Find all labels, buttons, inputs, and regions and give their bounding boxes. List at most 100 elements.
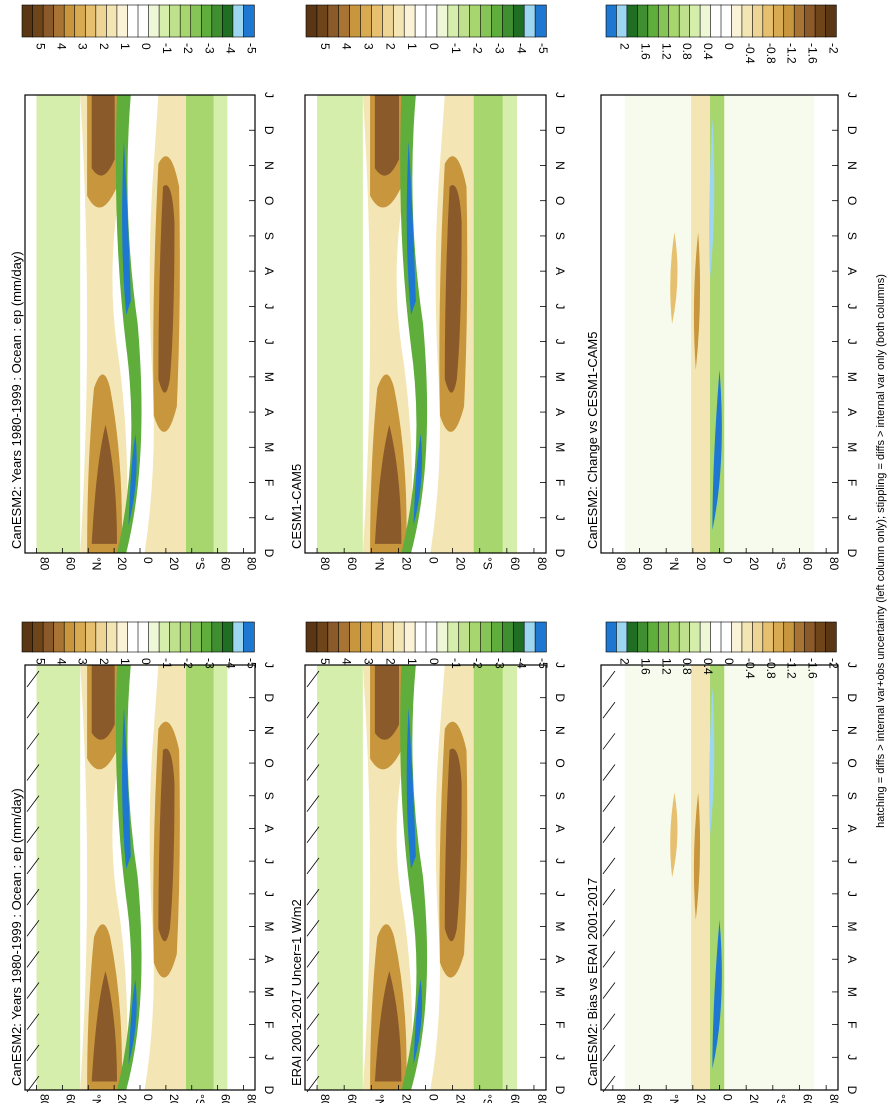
hatching-mark <box>306 1013 320 1030</box>
latitude-tick-label: 60 <box>63 557 77 571</box>
hatching-mark <box>26 733 40 750</box>
latitude-tick-label: °N <box>89 1094 103 1103</box>
colorbar-swatch <box>190 621 202 653</box>
colorbar-swatch <box>447 4 460 38</box>
colorbar-tick-label: 4 <box>340 43 354 50</box>
month-tick-label: J <box>262 339 276 345</box>
colorbar-swatch <box>84 621 97 653</box>
colorbar-swatch <box>243 621 255 653</box>
contour-region <box>158 748 175 942</box>
month-tick-label: J <box>262 891 276 897</box>
latitude-tick-label: 80 <box>614 1094 628 1103</box>
hatching-mark <box>26 1013 40 1030</box>
colorbar-swatch <box>222 4 234 38</box>
hatching-mark <box>306 982 320 999</box>
latitude-tick-label: 60 <box>641 1094 655 1103</box>
latitude-tick-label: °N <box>667 557 681 570</box>
colorbar-swatch <box>42 621 55 653</box>
month-tick-label: J <box>553 92 567 98</box>
month-tick-label: D <box>262 1086 276 1095</box>
chart-panel-5: D J F M A M J J A S O N D J 80 60 °N 20 0 20 °S 60 80 2 1.6 1.2 0.… <box>585 621 859 1103</box>
colorbar-tick-label: 0.8 <box>680 43 694 60</box>
month-tick-label: M <box>845 922 859 932</box>
hatching-mark <box>26 1075 40 1093</box>
hatching-mark <box>602 982 616 999</box>
month-tick-label: A <box>262 267 276 275</box>
month-tick-label: J <box>553 515 567 521</box>
colorbar-tick-label: 5 <box>34 43 48 50</box>
colorbar-tick-label: -1.2 <box>785 658 799 679</box>
colorbar-swatch <box>53 4 65 38</box>
colorbar-tick-label: -0.8 <box>764 658 778 679</box>
colorbar-swatch <box>305 621 318 653</box>
hatching-mark <box>602 670 616 688</box>
colorbar-swatch <box>741 4 754 38</box>
latitude-tick-label: 60 <box>800 557 814 571</box>
colorbar-tick-label: 1 <box>405 43 419 50</box>
colorbar-tick-label: 5 <box>318 658 332 665</box>
colorbar-tick-label: -4 <box>223 43 237 54</box>
month-tick-label: D <box>553 549 567 558</box>
latitude-tick-label: °N <box>89 557 103 570</box>
colorbar-swatch <box>338 621 351 653</box>
contour-region <box>122 707 131 869</box>
month-tick-label: O <box>553 196 567 205</box>
month-tick-label: M <box>553 372 567 382</box>
month-tick-label: J <box>845 891 859 897</box>
month-tick-label: D <box>262 693 276 702</box>
colorbar-swatch <box>371 4 384 38</box>
latitude-tick-label: 0 <box>427 557 441 564</box>
hatching-mark <box>26 951 40 968</box>
colorbar-tick-label: 1.6 <box>638 658 652 675</box>
latitude-tick-label: 20 <box>747 557 761 571</box>
latitude-tick-label: °S <box>193 557 207 570</box>
colorbar-swatch <box>360 4 373 38</box>
colorbar-swatch <box>116 4 129 38</box>
contour-region <box>317 95 363 553</box>
colorbar-tick-label: -2 <box>181 658 195 669</box>
colorbar-swatch <box>436 621 449 653</box>
latitude-tick-label: 80 <box>535 557 549 571</box>
colorbar-tick-label: 4 <box>340 658 354 665</box>
month-tick-label: A <box>845 955 859 963</box>
colorbar-swatch <box>762 621 774 653</box>
colorbar-swatch <box>436 4 449 38</box>
month-tick-label: N <box>845 161 859 170</box>
colorbar-tick-label: -3 <box>492 43 506 54</box>
month-tick-label: F <box>553 479 567 486</box>
hatching-mark <box>26 764 40 781</box>
panel-title: CanESM2: Bias vs ERAI 2001-2017 <box>585 878 600 1086</box>
latitude-tick-label: °S <box>481 1094 495 1103</box>
colorbar-swatch <box>127 621 139 653</box>
colorbar-swatch <box>211 621 224 653</box>
month-tick-label: S <box>845 232 859 240</box>
month-tick-label: A <box>553 267 567 275</box>
month-tick-label: F <box>262 1021 276 1028</box>
colorbar-swatch <box>605 4 618 38</box>
colorbar-swatch <box>360 621 373 653</box>
latitude-tick-label: 20 <box>115 557 129 571</box>
latitude-tick-label: 20 <box>694 557 708 571</box>
month-tick-label: M <box>262 922 276 932</box>
contour-region <box>374 95 399 176</box>
hatching-mark <box>26 919 40 937</box>
month-tick-label: O <box>262 758 276 767</box>
colorbar-swatch <box>783 621 795 653</box>
colorbar-tick-label: 0 <box>722 43 736 50</box>
contour-region <box>413 979 423 1065</box>
colorbar-swatch <box>316 621 329 653</box>
hatching-mark <box>26 982 40 999</box>
colorbar-swatch <box>63 4 76 38</box>
contour-region <box>670 232 678 324</box>
contour-region <box>36 95 81 553</box>
colorbar-swatch <box>327 621 340 653</box>
colorbar-swatch <box>502 4 514 38</box>
colorbar-tick-label: 0 <box>427 658 441 665</box>
colorbar-swatch <box>425 621 438 653</box>
latitude-tick-label: 80 <box>827 557 841 571</box>
contour-region <box>181 95 214 553</box>
colorbar-swatch <box>179 4 192 38</box>
colorbar-swatch <box>491 4 504 38</box>
contour-region <box>670 792 678 878</box>
month-tick-label: J <box>845 858 859 864</box>
